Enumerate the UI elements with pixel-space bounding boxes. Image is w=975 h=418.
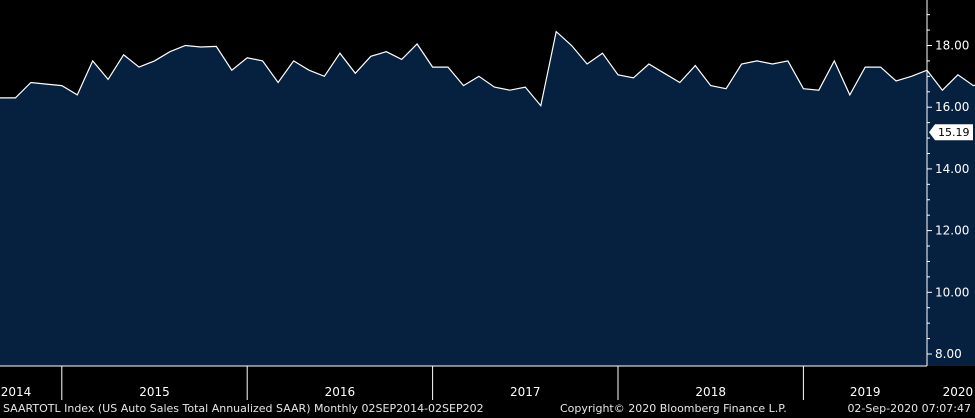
last-value-label: 15.19 [938, 126, 970, 139]
footer-index-description: SAARTOTL Index (US Auto Sales Total Annu… [3, 402, 484, 415]
y-tick-label: 14.00 [935, 162, 969, 176]
y-tick-label: 8.00 [935, 347, 962, 361]
y-tick-label: 16.00 [935, 100, 969, 114]
x-year-label: 2018 [695, 385, 726, 399]
footer-timestamp: 02-Sep-2020 07:07:47 [847, 402, 971, 415]
last-value-badge-shape [929, 124, 973, 141]
y-axis-ticks: 8.00 10.00 12.00 14.00 16.00 18.00 [927, 14, 969, 361]
footer-bar: SAARTOTL Index (US Auto Sales Total Annu… [0, 400, 975, 418]
series-line [0, 30, 975, 108]
last-value-badge: 15.19 [929, 124, 973, 141]
x-year-label: 2020 [943, 385, 974, 399]
x-year-label: 2015 [139, 385, 170, 399]
y-tick-label: 18.00 [935, 39, 969, 53]
x-year-label: 2019 [850, 385, 881, 399]
x-year-label: 2017 [510, 385, 541, 399]
y-tick-label: 10.00 [935, 285, 969, 299]
series-area-fill [0, 31, 975, 366]
x-axis-ticks: 2014 2015 2016 2017 2018 2019 2020 [1, 366, 973, 400]
y-tick-label: 12.00 [935, 224, 969, 238]
footer-copyright: Copyright© 2020 Bloomberg Finance L.P. [560, 402, 787, 415]
x-year-label: 2014 [1, 385, 32, 399]
x-year-label: 2016 [325, 385, 356, 399]
